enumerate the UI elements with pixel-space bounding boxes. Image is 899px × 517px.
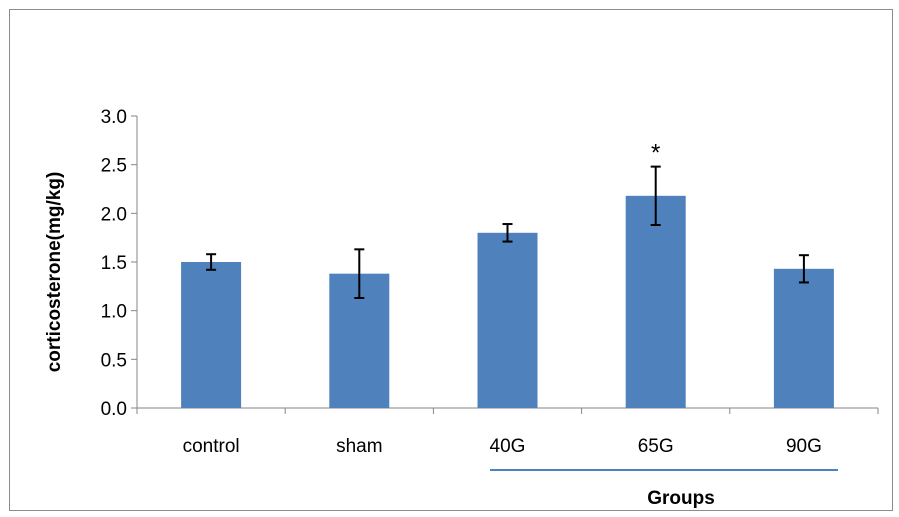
- x-axis-labels: control sham 40G 65G 90G: [183, 436, 822, 457]
- annotations: *: [651, 140, 660, 167]
- error-bars: [206, 165, 809, 300]
- significance-marker: *: [651, 140, 660, 167]
- bar-65G: [625, 195, 686, 408]
- bar-series: [181, 195, 834, 408]
- x-axis-title: Groups: [647, 488, 715, 509]
- y-tick-label: 1.5: [101, 253, 127, 274]
- x-label-control: control: [183, 436, 240, 457]
- y-tick-label: 0.5: [101, 350, 127, 371]
- x-label-40G: 40G: [490, 436, 526, 457]
- x-label-65G: 65G: [638, 436, 674, 457]
- y-axis-ticks: 0.0 0.5 1.0 1.5 2.0 2.5 3.0: [101, 107, 137, 420]
- y-tick-label: 3.0: [101, 107, 127, 128]
- y-tick-label: 2.5: [101, 156, 127, 177]
- y-tick-label: 1.0: [101, 302, 127, 323]
- x-label-90G: 90G: [786, 436, 822, 457]
- y-tick-label: 0.0: [101, 399, 127, 420]
- y-tick-label: 2.0: [101, 204, 127, 225]
- bar-control: [181, 262, 242, 408]
- bar-40G: [477, 232, 538, 408]
- chart-frame: [9, 9, 893, 511]
- y-axis-title: corticosterone(mg/kg): [44, 172, 65, 373]
- x-label-sham: sham: [336, 436, 382, 457]
- bar-90G: [773, 268, 834, 408]
